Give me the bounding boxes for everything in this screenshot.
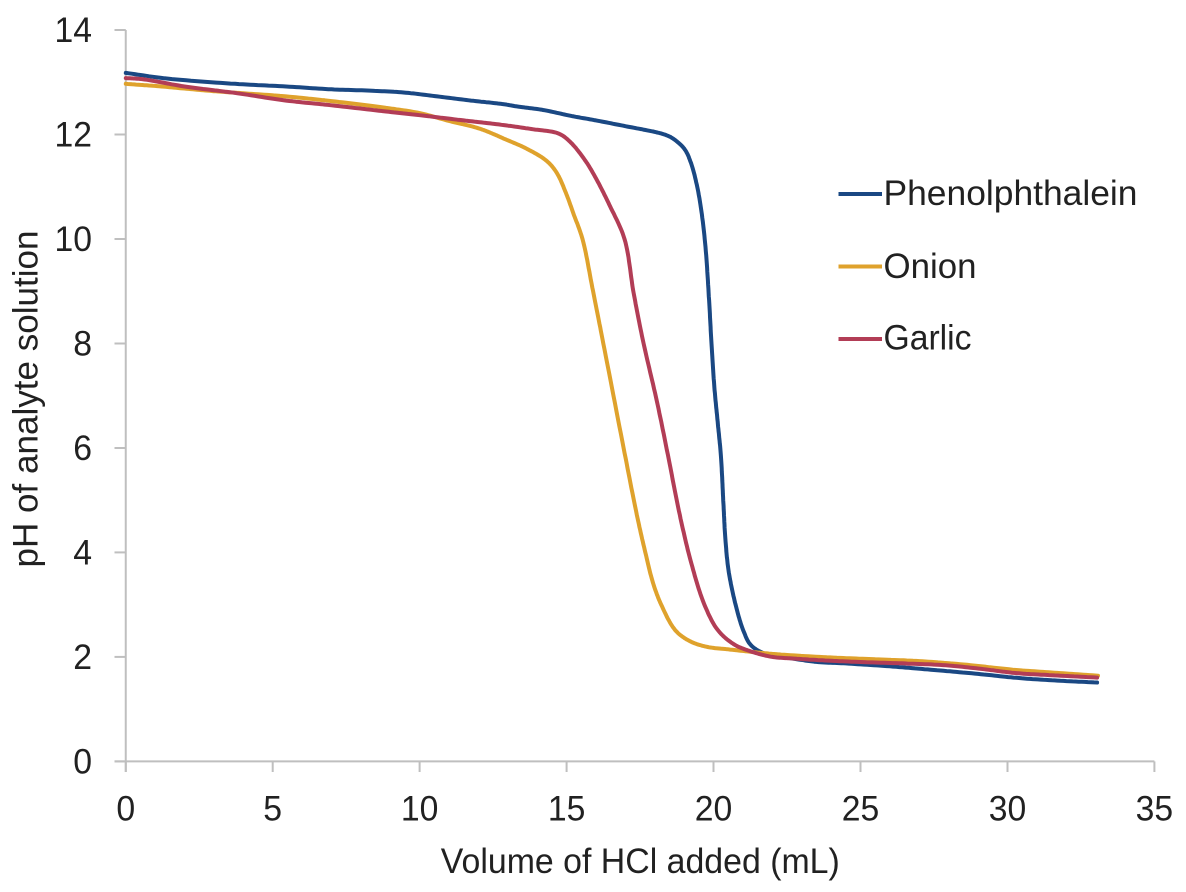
svg-text:5: 5 — [263, 790, 282, 829]
svg-text:0: 0 — [116, 790, 135, 829]
svg-text:Onion: Onion — [884, 247, 977, 286]
svg-text:pH of analyte solution: pH of analyte solution — [6, 231, 45, 568]
svg-text:25: 25 — [842, 790, 880, 829]
svg-text:6: 6 — [73, 429, 92, 468]
svg-text:15: 15 — [548, 790, 586, 829]
svg-text:14: 14 — [55, 11, 93, 50]
svg-text:Phenolphthalein: Phenolphthalein — [884, 174, 1138, 213]
svg-text:0: 0 — [73, 743, 92, 782]
svg-text:2: 2 — [73, 638, 92, 677]
svg-text:Volume of HCl added (mL): Volume of HCl added (mL) — [441, 842, 840, 881]
svg-text:Garlic: Garlic — [884, 319, 972, 358]
svg-text:4: 4 — [73, 534, 92, 573]
svg-text:30: 30 — [989, 790, 1027, 829]
svg-text:35: 35 — [1136, 790, 1174, 829]
svg-text:10: 10 — [55, 220, 93, 259]
svg-text:10: 10 — [401, 790, 439, 829]
svg-text:20: 20 — [695, 790, 733, 829]
svg-text:8: 8 — [73, 325, 92, 364]
svg-text:12: 12 — [55, 116, 93, 155]
